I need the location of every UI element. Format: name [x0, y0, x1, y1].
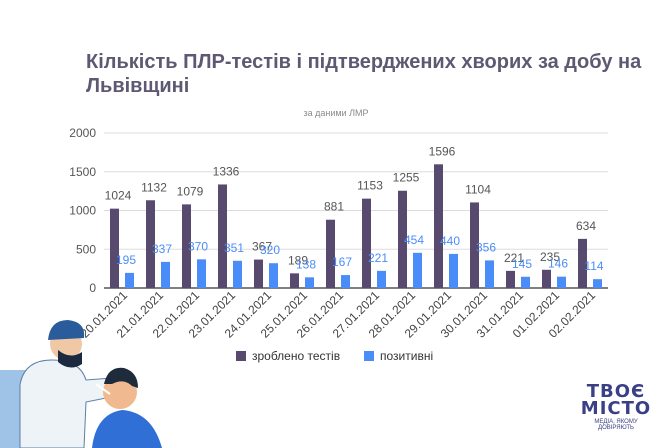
- data-label-positive: 221: [368, 251, 388, 265]
- legend-label-tests: зроблено тестів: [252, 349, 340, 363]
- bar-tests: [542, 269, 551, 288]
- data-label-tests: 189: [288, 253, 308, 267]
- bar-tests: [110, 208, 119, 288]
- bar-tests: [182, 204, 191, 288]
- bar-positive: [269, 263, 278, 288]
- data-label-positive: 370: [188, 239, 208, 253]
- data-label-tests: 1024: [105, 189, 132, 203]
- grid-layer: [104, 132, 608, 289]
- patient-shirt: [92, 410, 162, 448]
- bar-positive: [521, 276, 530, 288]
- bars-layer: [110, 164, 602, 288]
- data-label-positive: 320: [260, 243, 280, 257]
- y-tick-label: 2000: [69, 126, 96, 140]
- bar-positive: [557, 276, 566, 288]
- legend-label-positive: позитивні: [380, 349, 433, 363]
- bar-tests: [578, 238, 587, 288]
- data-label-tests: 1596: [429, 144, 456, 158]
- bar-positive: [377, 270, 386, 288]
- data-label-positive: 454: [404, 233, 424, 247]
- bar-positive: [449, 253, 458, 288]
- legend-swatch-tests: [236, 351, 246, 361]
- testing-illustration: [0, 320, 162, 448]
- logo-tagline: МЕДІА, ЯКОМУ ДОВІРЯЮТЬ: [594, 419, 638, 431]
- swab-stick: [95, 383, 111, 395]
- data-label-positive: 146: [548, 257, 568, 271]
- health-worker-cap: [48, 320, 85, 340]
- bar-tests: [398, 190, 407, 288]
- brand-logo: ТВОЄ МІСТО МЕДІА, ЯКОМУ ДОВІРЯЮТЬ: [576, 383, 656, 435]
- data-label-positive: 195: [116, 253, 136, 267]
- y-tick-label: 1500: [69, 165, 96, 179]
- bar-tests: [362, 198, 371, 288]
- bar-tests: [434, 164, 443, 288]
- bar-positive: [305, 277, 314, 288]
- bar-tests: [146, 200, 155, 288]
- data-label-tests: 221: [504, 251, 524, 265]
- data-label-tests: 1132: [141, 180, 167, 194]
- data-label-tests: 1255: [393, 171, 420, 185]
- bar-positive: [341, 275, 350, 288]
- bar-tests: [290, 273, 299, 288]
- logo-text-1: ТВОЄ: [586, 381, 646, 402]
- chart-subtitle: за даними ЛМР: [303, 108, 369, 118]
- bar-tests: [470, 202, 479, 288]
- bar-positive: [485, 260, 494, 288]
- bar-positive: [197, 259, 206, 288]
- y-tick-label: 1000: [69, 204, 96, 218]
- bar-positive: [413, 252, 422, 288]
- bar-positive: [233, 260, 242, 288]
- bar-tests: [254, 259, 263, 288]
- y-tick-label: 500: [76, 242, 96, 256]
- bar-tests: [326, 219, 335, 288]
- data-label-positive: 138: [296, 257, 316, 271]
- logo-text-2: МІСТО: [580, 398, 652, 419]
- bar-tests: [506, 270, 515, 288]
- legend-swatch-positive: [364, 351, 374, 361]
- data-label-tests: 1079: [177, 184, 204, 198]
- data-label-positive: 145: [512, 257, 532, 271]
- data-label-positive: 114: [584, 259, 603, 273]
- bar-tests: [218, 184, 227, 288]
- patient-hair: [104, 367, 138, 388]
- legend: зроблено тестів позитивні: [236, 349, 433, 363]
- data-label-tests: 1153: [357, 179, 383, 193]
- y-tick-label: 0: [89, 281, 96, 295]
- data-label-positive: 440: [440, 234, 460, 248]
- chart-title: Кількість ПЛР-тестів і підтверджених хво…: [86, 51, 642, 97]
- data-label-positive: 351: [224, 241, 244, 255]
- bar-positive: [593, 279, 602, 288]
- data-label-tests: 634: [576, 219, 596, 233]
- data-label-positive: 167: [332, 255, 352, 269]
- data-label-tests: 1336: [213, 164, 240, 178]
- data-label-tests: 367: [252, 240, 272, 254]
- data-label-tests: 235: [540, 250, 560, 264]
- face-mask: [58, 350, 82, 368]
- data-label-tests: 881: [324, 200, 344, 214]
- data-label-positive: 356: [476, 240, 496, 254]
- data-label-positive: 337: [152, 242, 172, 256]
- bar-positive: [125, 272, 134, 288]
- data-label-tests: 1104: [465, 182, 491, 196]
- bar-positive: [161, 261, 170, 288]
